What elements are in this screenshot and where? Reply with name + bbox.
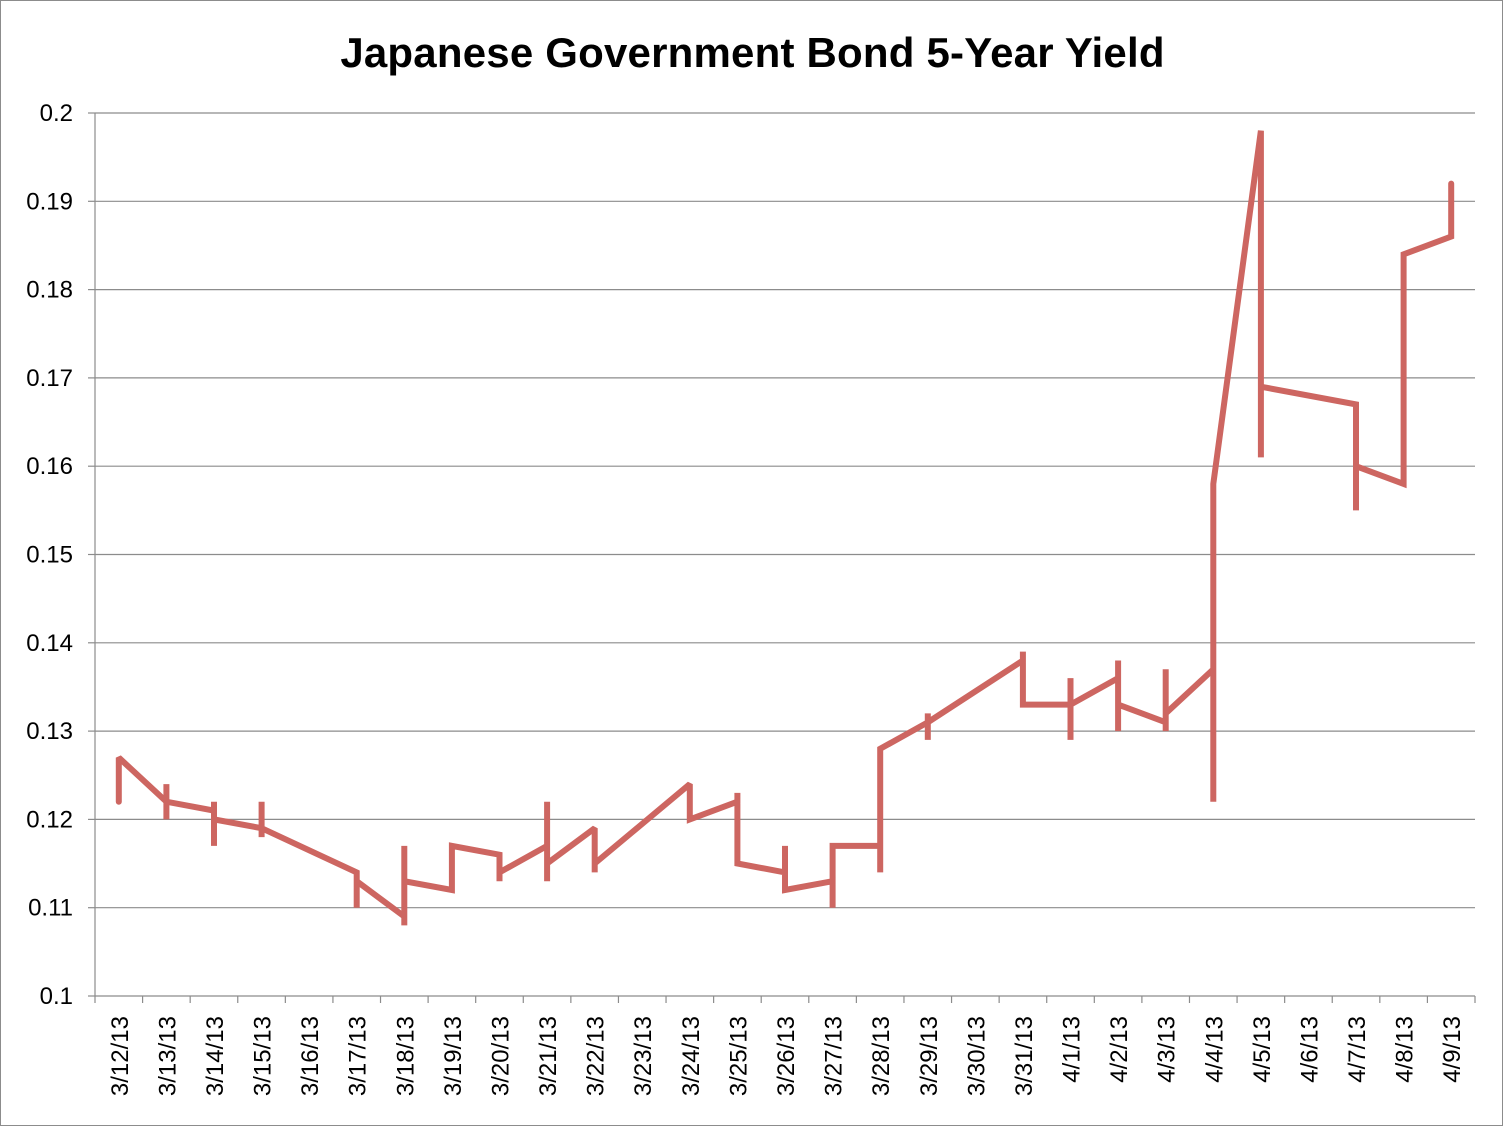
x-tick-label: 4/2/13 bbox=[1106, 1016, 1133, 1083]
y-tick-label: 0.12 bbox=[26, 806, 73, 833]
x-tick-label: 3/16/13 bbox=[297, 1016, 324, 1096]
x-tick-label: 3/31/13 bbox=[1011, 1016, 1038, 1096]
x-tick-label: 4/1/13 bbox=[1059, 1016, 1086, 1083]
gridlines bbox=[95, 112, 1475, 909]
x-tick-label: 4/6/13 bbox=[1296, 1016, 1323, 1083]
y-tick-label: 0.13 bbox=[26, 718, 73, 745]
x-tick-label: 3/15/13 bbox=[250, 1016, 277, 1096]
y-tick-label: 0.11 bbox=[28, 895, 73, 922]
x-axis-tick-labels: 3/12/13 3/13/13 3/14/13 3/15/13 3/16/13 3/17/… bbox=[107, 1016, 1466, 1096]
x-tick-label: 3/27/13 bbox=[821, 1016, 848, 1096]
series-layer bbox=[115, 130, 1455, 926]
axes bbox=[88, 112, 1476, 1003]
x-tick-label: 3/28/13 bbox=[868, 1016, 895, 1096]
x-tick-label: 3/30/13 bbox=[963, 1016, 990, 1096]
x-tick-label: 3/19/13 bbox=[440, 1016, 467, 1096]
x-tick-label: 4/7/13 bbox=[1344, 1016, 1371, 1083]
x-tick-label: 3/14/13 bbox=[202, 1016, 229, 1096]
x-tick-label: 3/12/13 bbox=[107, 1016, 134, 1096]
x-tick-label: 3/18/13 bbox=[392, 1016, 419, 1096]
y-tick-label: 0.18 bbox=[26, 277, 73, 304]
x-tick-label: 4/3/13 bbox=[1154, 1016, 1181, 1083]
y-tick-label: 0.17 bbox=[26, 365, 73, 392]
x-tick-label: 3/21/13 bbox=[535, 1016, 562, 1096]
x-tick-label: 3/24/13 bbox=[678, 1016, 705, 1096]
y-tick-label: 0.19 bbox=[26, 188, 73, 215]
x-tick-label: 4/9/13 bbox=[1439, 1016, 1466, 1083]
x-tick-label: 3/29/13 bbox=[916, 1016, 943, 1096]
x-tick-label: 3/20/13 bbox=[487, 1016, 514, 1096]
y-tick-label: 0.14 bbox=[26, 630, 73, 657]
x-tick-label: 4/4/13 bbox=[1201, 1016, 1228, 1083]
x-tick-label: 4/8/13 bbox=[1392, 1016, 1419, 1083]
y-tick-label: 0.16 bbox=[26, 453, 73, 480]
y-tick-label: 0.1 bbox=[40, 983, 73, 1010]
x-tick-label: 3/25/13 bbox=[725, 1016, 752, 1096]
y-tick-label: 0.15 bbox=[26, 542, 73, 569]
series-line bbox=[115, 130, 1455, 926]
x-tick-label: 4/5/13 bbox=[1249, 1016, 1276, 1083]
x-tick-label: 3/26/13 bbox=[773, 1016, 800, 1096]
y-axis-tick-labels: 0.1 0.11 0.12 0.13 0.14 0.15 0.16 0.17 0.18 0.19 0… bbox=[26, 100, 73, 1010]
x-tick-label: 3/22/13 bbox=[583, 1016, 610, 1096]
x-tick-label: 3/17/13 bbox=[345, 1016, 372, 1096]
x-tick-label: 3/23/13 bbox=[630, 1016, 657, 1096]
y-tick-label: 0.2 bbox=[40, 100, 73, 127]
chart-title: Japanese Government Bond 5-Year Yield bbox=[340, 29, 1165, 76]
x-tick-label: 3/13/13 bbox=[154, 1016, 181, 1096]
